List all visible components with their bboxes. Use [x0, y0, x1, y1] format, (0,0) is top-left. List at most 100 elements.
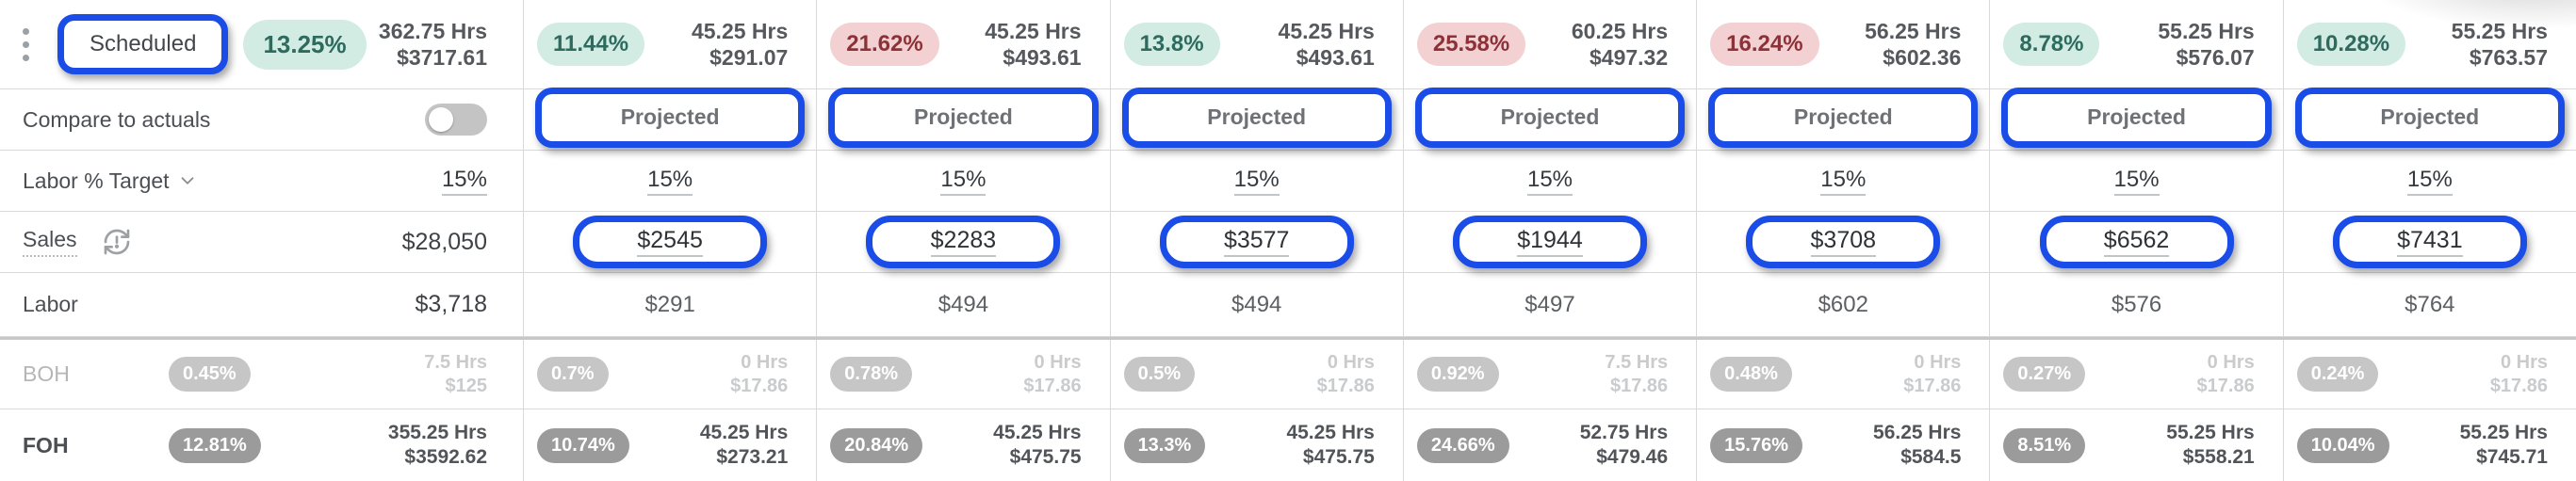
compare-toggle[interactable] [425, 104, 487, 136]
foh-day-cell: 13.3% 45.25 Hrs $475.75 [1109, 409, 1403, 481]
target-total[interactable]: 15% [441, 167, 487, 196]
boh-percent-badge: 0.45% [169, 357, 251, 392]
foh-day-cell: 10.04% 55.25 Hrs $745.71 [2282, 409, 2576, 481]
sales-row: Sales $28,050 $2545 $2283 $3577 $1944 $3… [0, 212, 2576, 273]
target-input[interactable]: 15% [1820, 167, 1867, 196]
compare-row-header: Compare to actuals [0, 89, 523, 150]
target-cell: 15% [523, 151, 816, 211]
target-input[interactable]: 15% [647, 167, 693, 196]
projected-button[interactable]: Projected [1708, 87, 1979, 148]
scheduled-button[interactable]: Scheduled [57, 14, 229, 74]
hours-cost: 55.25 Hrs $576.07 [2158, 18, 2255, 70]
sales-input[interactable]: $2545 [573, 216, 768, 268]
labor-label: Labor [23, 292, 78, 316]
sales-input[interactable]: $6562 [2039, 216, 2234, 268]
projected-button[interactable]: Projected [828, 87, 1099, 148]
boh-day-cell: 0.24% 0 Hrs $17.86 [2282, 340, 2576, 409]
hours-cost-total: 355.25 Hrs $3592.62 [387, 422, 487, 468]
labor-cell: $291 [523, 273, 816, 336]
target-cell: 15% [816, 151, 1109, 211]
labor-cell: $494 [816, 273, 1109, 336]
toggle-knob [429, 107, 453, 132]
target-input[interactable]: 15% [2113, 167, 2160, 196]
target-input[interactable]: 15% [1526, 167, 1573, 196]
sales-cell: $1944 [1402, 212, 1696, 272]
projected-button[interactable]: Projected [2001, 87, 2272, 148]
sync-alert-icon[interactable] [102, 227, 132, 257]
foh-day-cell: 20.84% 45.25 Hrs $475.75 [816, 409, 1109, 481]
sales-total: $28,050 [401, 228, 487, 255]
labor-cell: $576 [1989, 273, 2282, 336]
chevron-down-icon[interactable] [177, 170, 198, 191]
hours-cost: 56.25 Hrs $602.36 [1865, 18, 1962, 70]
sales-cell: $2545 [523, 212, 816, 272]
labor-percent-badge: 16.24% [1710, 23, 1819, 66]
sales-cell: $2283 [816, 212, 1109, 272]
labor-percent-badge: 21.62% [830, 23, 939, 66]
foh-percent-badge: 12.81% [169, 427, 261, 463]
sales-input[interactable]: $7431 [2332, 216, 2527, 268]
labor-percent-badge: 25.58% [1416, 23, 1526, 66]
projected-button[interactable]: Projected [535, 87, 806, 148]
labor-percent-badge: 13.25% [243, 19, 367, 70]
boh-label: BOH [23, 361, 70, 386]
sales-input[interactable]: $2283 [866, 216, 1061, 268]
boh-day-cell: 0.48% 0 Hrs $17.86 [1696, 340, 1989, 409]
sales-label[interactable]: Sales [23, 227, 77, 257]
foh-day-cell: 15.76% 56.25 Hrs $584.5 [1696, 409, 1989, 481]
target-input[interactable]: 15% [1233, 167, 1280, 196]
projected-cell: Projected [523, 87, 816, 150]
scheduled-row: Scheduled 13.25% 362.75 Hrs $3717.61 11.… [0, 0, 2576, 89]
projected-button[interactable]: Projected [1414, 87, 1686, 148]
target-cell: 15% [1109, 151, 1403, 211]
foh-row: FOH 12.81% 355.25 Hrs $3592.62 10.74% 45.2… [0, 409, 2576, 481]
scheduled-day-cell: 21.62% 45.25 Hrs $493.61 [816, 0, 1109, 88]
labor-target-header: Labor % Target 15% [0, 151, 523, 211]
sales-cell: $7431 [2282, 212, 2576, 272]
sales-cell: $3708 [1696, 212, 1989, 272]
hours-cost: 55.25 Hrs $763.57 [2451, 18, 2548, 70]
projected-button[interactable]: Projected [2294, 87, 2565, 148]
kebab-menu-icon[interactable] [23, 27, 29, 61]
labor-cell: $764 [2282, 273, 2576, 336]
hours-cost: 45.25 Hrs $291.07 [691, 18, 789, 70]
scheduled-day-cell: 16.24% 56.25 Hrs $602.36 [1696, 0, 1989, 88]
boh-row-header: BOH 0.45% 7.5 Hrs $125 [0, 340, 523, 409]
projected-cell: Projected [816, 87, 1109, 150]
projected-cell: Projected [2282, 87, 2576, 150]
projected-button[interactable]: Projected [1121, 87, 1392, 148]
labor-cell: $497 [1402, 273, 1696, 336]
sales-input[interactable]: $3577 [1159, 216, 1354, 268]
hours-cost: 60.25 Hrs $497.32 [1571, 18, 1669, 70]
projected-cell: Projected [1402, 87, 1696, 150]
target-cell: 15% [2282, 151, 2576, 211]
sales-input[interactable]: $3708 [1746, 216, 1941, 268]
labor-total: $3,718 [415, 291, 487, 317]
sales-input[interactable]: $1944 [1452, 216, 1647, 268]
foh-label: FOH [23, 432, 69, 457]
labor-percent-badge: 11.44% [537, 23, 645, 66]
hours-cost: 45.25 Hrs $493.61 [985, 18, 1082, 70]
foh-day-cell: 8.51% 55.25 Hrs $558.21 [1989, 409, 2282, 481]
compare-row: Compare to actuals Projected Projected P… [0, 87, 2576, 151]
labor-target-label[interactable]: Labor % Target [23, 168, 170, 193]
boh-day-cell: 0.5% 0 Hrs $17.86 [1109, 340, 1403, 409]
target-cell: 15% [1402, 151, 1696, 211]
scheduled-day-cell: 13.8% 45.25 Hrs $493.61 [1109, 0, 1403, 88]
labor-row-header: Labor $3,718 [0, 273, 523, 336]
labor-cell: $602 [1696, 273, 1989, 336]
scheduled-day-cell: 8.78% 55.25 Hrs $576.07 [1989, 0, 2282, 88]
boh-row: BOH 0.45% 7.5 Hrs $125 0.7% 0 Hrs $17.86 0.… [0, 337, 2576, 409]
labor-target-row: Labor % Target 15% 15% 15% 15% 15% 15% 1… [0, 151, 2576, 212]
sales-cell: $3577 [1109, 212, 1403, 272]
labor-row: Labor $3,718 $291 $494 $494 $497 $602 $5… [0, 273, 2576, 337]
boh-day-cell: 0.78% 0 Hrs $17.86 [816, 340, 1109, 409]
scheduled-day-cell: 10.28% 55.25 Hrs $763.57 [2282, 0, 2576, 88]
hours-cost: 45.25 Hrs $493.61 [1278, 18, 1375, 70]
target-input[interactable]: 15% [2406, 167, 2453, 196]
boh-day-cell: 0.7% 0 Hrs $17.86 [523, 340, 816, 409]
target-cell: 15% [1696, 151, 1989, 211]
target-input[interactable]: 15% [940, 167, 986, 196]
boh-day-cell: 0.27% 0 Hrs $17.86 [1989, 340, 2282, 409]
